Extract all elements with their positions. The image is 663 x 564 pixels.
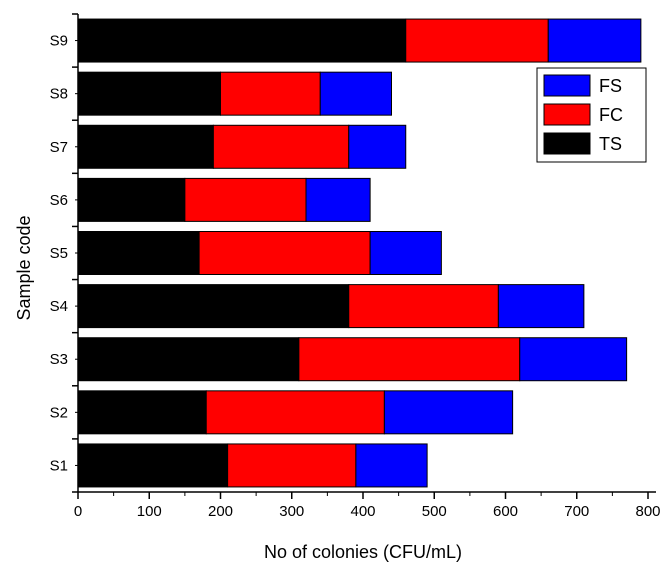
y-tick-label-s3: S3 xyxy=(50,351,68,368)
y-axis-title: Sample code xyxy=(14,215,34,320)
legend: FS FC TS xyxy=(536,67,647,163)
y-tick-label-s4: S4 xyxy=(50,298,68,315)
bar-s6-fc xyxy=(184,177,307,222)
bar-s7-fs xyxy=(348,124,407,169)
bar-s1-ts xyxy=(77,443,229,488)
x-axis-title: No of colonies (CFU/mL) xyxy=(264,542,462,562)
legend-swatch-ts xyxy=(543,132,591,155)
x-tick-label: 0 xyxy=(74,503,82,520)
bar-s9-fc xyxy=(405,18,549,63)
bar-s8-fc xyxy=(220,71,321,116)
x-tick-label: 400 xyxy=(350,503,375,520)
bars-layer xyxy=(77,18,642,488)
bar-s5-fc xyxy=(198,231,371,275)
bar-s8-ts xyxy=(77,71,221,116)
legend-label-ts: TS xyxy=(599,134,622,154)
bar-s7-fc xyxy=(212,124,350,169)
y-tick-label-s7: S7 xyxy=(50,139,68,156)
bar-s1-fc xyxy=(227,443,357,488)
bar-s2-ts xyxy=(77,390,207,435)
bar-s6-ts xyxy=(77,177,186,222)
y-tick-label-s6: S6 xyxy=(50,192,68,209)
bar-s9-fs xyxy=(547,18,642,63)
y-tick-label-s1: S1 xyxy=(50,457,68,474)
bar-s5-fs xyxy=(369,231,442,275)
x-tick-label: 500 xyxy=(422,503,447,520)
x-tick-label: 700 xyxy=(564,503,589,520)
legend-swatch-fc xyxy=(543,103,591,126)
x-tick-label: 300 xyxy=(279,503,304,520)
x-tick-label: 800 xyxy=(635,503,660,520)
bar-s4-fc xyxy=(348,284,499,329)
bar-s3-fc xyxy=(298,337,521,382)
legend-label-fc: FC xyxy=(599,105,623,125)
bar-s9-ts xyxy=(77,18,407,63)
bar-s3-ts xyxy=(77,337,300,382)
bar-s4-fs xyxy=(497,284,585,329)
x-tick-label: 100 xyxy=(137,503,162,520)
legend-label-fs: FS xyxy=(599,76,622,96)
bar-s6-fs xyxy=(305,177,371,222)
axes-layer: S1 S2 S3 S4 S5 S6 S7 S8 S9 0 100 200 300 400 500 600 700… xyxy=(50,13,661,520)
bar-s1-fs xyxy=(355,443,428,488)
bar-s7-ts xyxy=(77,124,214,169)
legend-swatch-fs xyxy=(543,74,591,97)
bar-s3-fs xyxy=(519,337,628,382)
bar-s4-ts xyxy=(77,284,350,329)
y-tick-label-s5: S5 xyxy=(50,245,68,262)
bar-s5-ts xyxy=(77,231,200,275)
bar-s2-fs xyxy=(383,390,514,435)
bar-s2-fc xyxy=(205,390,385,435)
x-tick-label: 600 xyxy=(493,503,518,520)
y-tick-label-s9: S9 xyxy=(50,33,68,50)
x-tick-label: 200 xyxy=(208,503,233,520)
y-tick-label-s8: S8 xyxy=(50,86,68,103)
bar-s8-fs xyxy=(319,71,392,116)
y-tick-label-s2: S2 xyxy=(50,404,68,421)
